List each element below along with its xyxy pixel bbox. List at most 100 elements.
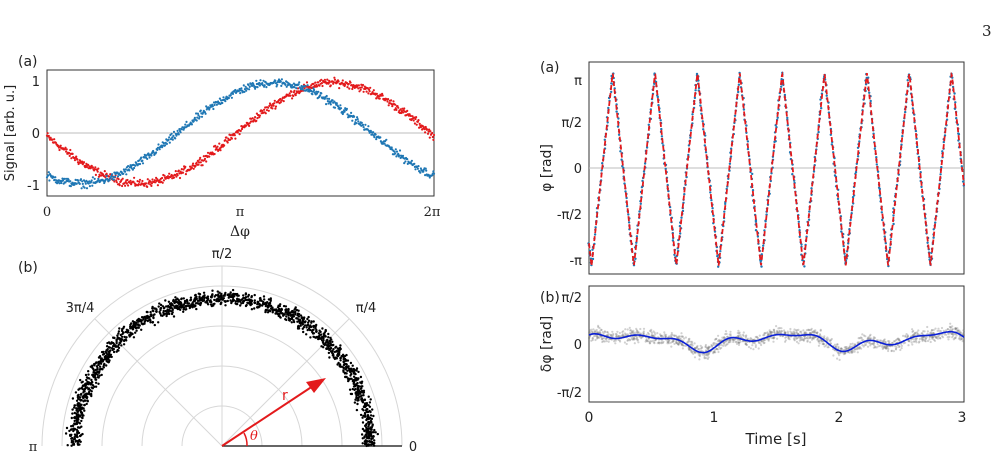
data-point — [800, 338, 803, 341]
data-point — [342, 360, 345, 363]
data-point — [279, 303, 282, 306]
data-point — [320, 92, 323, 95]
data-point — [135, 329, 138, 332]
data-point — [939, 173, 942, 176]
data-point — [280, 78, 283, 81]
data-point — [85, 187, 89, 190]
data-point — [134, 164, 137, 167]
data-point — [268, 310, 272, 313]
data-point — [881, 344, 884, 347]
data-point — [107, 352, 111, 356]
data-point — [271, 107, 274, 110]
data-point — [856, 351, 859, 354]
data-point — [94, 173, 97, 176]
data-point — [208, 155, 211, 158]
data-point — [245, 303, 248, 307]
data-point — [48, 179, 51, 182]
data-point — [236, 294, 239, 297]
data-point — [121, 338, 124, 341]
data-point — [825, 337, 828, 340]
data-point — [214, 144, 217, 147]
data-point — [320, 345, 323, 348]
data-point — [117, 332, 120, 335]
data-point — [670, 345, 673, 348]
data-point — [98, 365, 102, 368]
data-point — [754, 335, 757, 339]
data-point — [149, 313, 152, 316]
data-point — [119, 339, 122, 342]
data-point — [200, 115, 204, 118]
data-point — [335, 102, 338, 105]
data-point — [255, 112, 258, 115]
data-point — [888, 246, 892, 249]
data-point — [934, 327, 937, 330]
data-point — [383, 142, 386, 145]
data-point — [591, 257, 595, 261]
data-point — [401, 111, 405, 114]
data-point — [120, 329, 124, 333]
data-point — [758, 334, 761, 337]
data-point — [229, 138, 232, 141]
data-point — [251, 117, 254, 120]
data-point — [645, 146, 649, 149]
data-point — [196, 112, 199, 115]
data-point — [698, 358, 701, 361]
data-point — [598, 327, 601, 330]
data-point — [635, 329, 639, 332]
data-point — [166, 308, 169, 311]
data-point — [152, 316, 155, 319]
data-point — [176, 129, 179, 132]
data-point — [298, 81, 301, 84]
data-point — [943, 333, 946, 336]
data-point — [296, 314, 299, 317]
data-point — [926, 339, 930, 343]
data-point — [954, 327, 958, 331]
data-point — [754, 344, 758, 347]
data-point — [176, 174, 179, 177]
data-point — [359, 381, 362, 384]
data-point — [75, 399, 79, 402]
data-point — [606, 330, 609, 334]
data-point — [256, 306, 259, 309]
data-point — [351, 119, 354, 122]
data-point — [159, 306, 163, 310]
data-point — [243, 296, 247, 300]
data-point — [109, 342, 113, 345]
data-point — [360, 433, 364, 436]
data-point — [158, 302, 161, 305]
data-point — [250, 296, 253, 299]
data-point — [615, 335, 618, 338]
data-point — [947, 338, 950, 341]
data-point — [208, 108, 211, 111]
data-point — [81, 432, 84, 436]
data-point — [715, 337, 718, 340]
data-point — [124, 168, 127, 171]
data-point — [906, 79, 909, 82]
data-point — [703, 144, 706, 147]
data-point — [346, 365, 349, 369]
radius-arrow — [221, 383, 317, 447]
left-a-panel: (a) 1 0 -1 0 π 2π Δφ Signal [arb. u.] — [3, 54, 441, 240]
data-point — [415, 123, 418, 126]
data-point — [359, 395, 362, 398]
data-point — [194, 164, 197, 168]
data-point — [262, 295, 266, 298]
data-point — [133, 176, 136, 179]
data-point — [249, 301, 252, 304]
data-point — [248, 88, 251, 91]
left-b-panel-label: (b) — [18, 260, 38, 276]
data-point — [312, 325, 315, 329]
data-point — [125, 182, 128, 185]
data-point — [165, 312, 168, 315]
data-point — [85, 165, 89, 169]
data-point — [188, 306, 191, 310]
data-point — [71, 408, 74, 411]
data-point — [686, 341, 689, 344]
data-point — [168, 312, 171, 316]
data-point — [961, 180, 965, 183]
data-point — [88, 185, 91, 188]
data-point — [149, 310, 152, 314]
theta-label: θ — [250, 429, 258, 444]
data-point — [123, 335, 126, 339]
data-point — [355, 378, 358, 381]
